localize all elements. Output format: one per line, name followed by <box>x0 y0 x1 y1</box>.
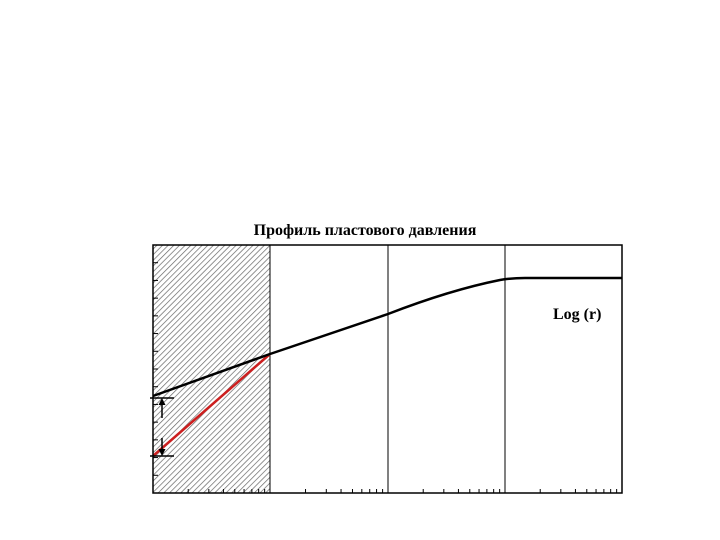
axis-note-log-r: Log (r) <box>553 306 602 323</box>
up-arrow-icon <box>158 398 166 418</box>
damaged-zone-line <box>152 353 271 457</box>
diagram-title: Профиль пластового давления <box>253 222 477 239</box>
left-axis-ticks <box>153 262 158 476</box>
damaged-zone-hatch <box>153 245 270 493</box>
pressure-profile-line <box>152 276 622 398</box>
plot-frame <box>152 244 623 494</box>
down-arrow-icon <box>158 438 166 456</box>
